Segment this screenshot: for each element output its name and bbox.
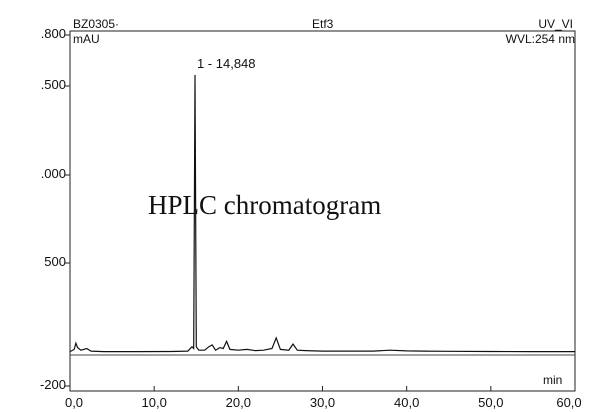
x-tick-label: 20,0	[225, 395, 251, 410]
peak-label: 1 - 14,848	[196, 56, 256, 71]
method-name: Etf3	[312, 17, 334, 31]
x-tick-label: 40,0	[394, 395, 420, 410]
y-tick-label: .000	[40, 166, 66, 181]
x-tick-label: 10,0	[141, 395, 167, 410]
chromatogram-trace	[69, 74, 575, 353]
x-axis-title: min	[543, 373, 563, 387]
y-axis-ticks	[65, 34, 70, 387]
sample-name: BZ0305·	[73, 17, 119, 31]
wavelength-label: WVL:254 nm	[505, 32, 575, 46]
y-tick-label: .800	[40, 26, 66, 41]
x-tick-label: 0,0	[64, 395, 84, 410]
y-tick-label: 500	[44, 254, 66, 269]
y-tick-label: .500	[40, 77, 66, 92]
x-tick-label: 50,0	[478, 395, 504, 410]
overlay-caption: HPLC chromatogram	[148, 190, 382, 220]
x-tick-label: 30,0	[309, 395, 336, 410]
x-tick-label: 60,0	[556, 395, 582, 410]
sample-id: BZ0305	[73, 17, 116, 31]
y-unit-label: mAU	[73, 32, 100, 46]
sample-mark: ·	[115, 17, 120, 31]
x-axis-ticks	[69, 386, 576, 391]
y-tick-label: -200	[39, 377, 66, 392]
channel-name: UV_VI	[538, 17, 573, 31]
